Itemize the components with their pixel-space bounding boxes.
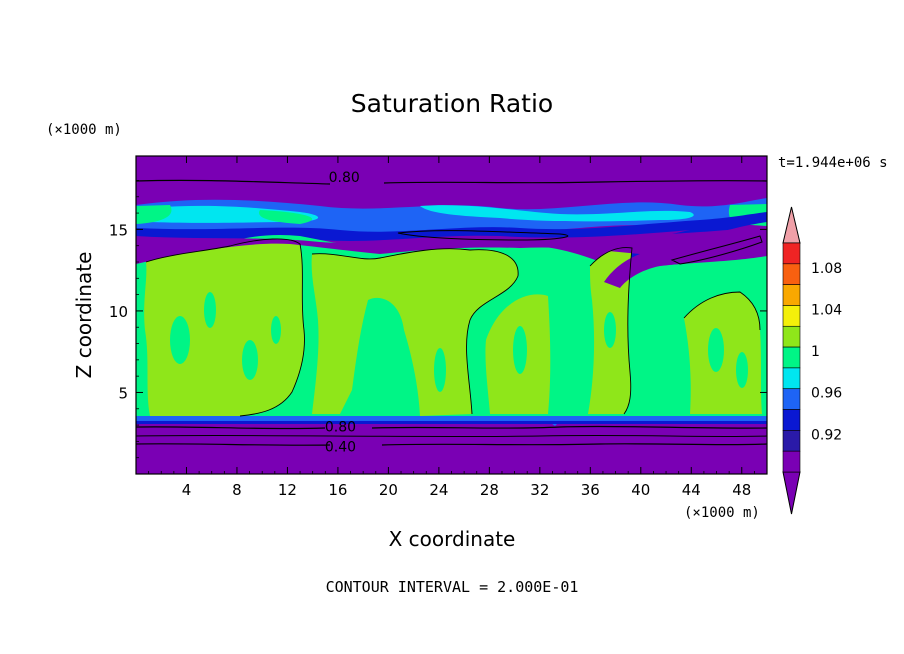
x-tick-label: 28	[480, 481, 499, 499]
x-unit-label: (×1000 m)	[684, 505, 760, 521]
y-unit-label: (×1000 m)	[46, 122, 122, 138]
chart-title: Saturation Ratio	[351, 89, 553, 118]
y-tick-label: 10	[109, 303, 128, 321]
moist-holes	[170, 292, 748, 392]
contour-interval-footer: CONTOUR INTERVAL = 2.000E-01	[326, 578, 579, 596]
x-tick-label: 36	[581, 481, 600, 499]
upper-green-band	[136, 204, 767, 226]
plot-area	[136, 156, 767, 474]
contour-label-layer: 0.80 0.80 0.40	[325, 170, 360, 455]
colorbar-label: 1.04	[811, 302, 842, 318]
x-tick-label: 20	[379, 481, 398, 499]
contour-080-lower	[136, 425, 767, 430]
colorbar-bin	[782, 367, 801, 390]
colorbar-bin	[782, 409, 801, 431]
contour-label: 0.80	[325, 420, 356, 436]
colorbar-bin	[782, 346, 801, 369]
colorbar-bin	[782, 284, 801, 306]
x-tick-label: 4	[182, 481, 192, 499]
contour-lower-extra	[136, 434, 767, 438]
contour-080-upper	[136, 179, 767, 185]
colorbar-bin	[782, 450, 801, 473]
colorbar-label: 0.96	[811, 386, 842, 402]
colorbar-bin	[782, 430, 801, 452]
colorbar-bin	[782, 263, 801, 285]
lower-dark-rim	[136, 421, 767, 424]
y-tick-label: 5	[118, 384, 128, 402]
x-tick-label: 8	[232, 481, 242, 499]
x-axis-label: X coordinate	[389, 527, 516, 551]
x-axis: 4 8 12 16 20 24 28 32 36 40 44 48	[148, 156, 755, 499]
x-tick-label: 48	[732, 481, 751, 499]
colorbar-label: 1.08	[811, 261, 842, 277]
y-axis-label: Z coordinate	[72, 252, 96, 379]
x-tick-label: 12	[278, 481, 297, 499]
contour-040	[136, 443, 767, 446]
contour-tropopause	[397, 230, 763, 265]
colorbar-bin	[782, 305, 801, 327]
contour-label: 0.80	[329, 170, 360, 186]
colorbar: 0.92 0.96 1 1.04 1.08	[782, 206, 842, 515]
y-axis: 5 10 15	[109, 180, 767, 459]
x-tick-label: 32	[530, 481, 549, 499]
colorbar-label: 1	[811, 344, 820, 360]
contour-label: 0.40	[325, 439, 356, 455]
upper-blue-band	[136, 198, 767, 233]
x-tick-label: 40	[631, 481, 650, 499]
x-tick-label: 16	[328, 481, 347, 499]
colorbar-label: 0.92	[811, 427, 842, 443]
colorbar-bin	[782, 242, 801, 265]
colorbar-bin	[782, 325, 801, 348]
time-label: t=1.944e+06 s	[778, 155, 888, 171]
contour-plume-edges	[145, 238, 761, 417]
colorbar-over-arrow	[782, 206, 801, 244]
colorbar-bin	[782, 388, 801, 410]
y-tick-label: 15	[109, 221, 128, 239]
tropopause-dry-band	[136, 226, 767, 288]
colorbar-under-arrow	[782, 471, 801, 515]
x-tick-label: 24	[429, 481, 448, 499]
x-tick-label: 44	[682, 481, 701, 499]
